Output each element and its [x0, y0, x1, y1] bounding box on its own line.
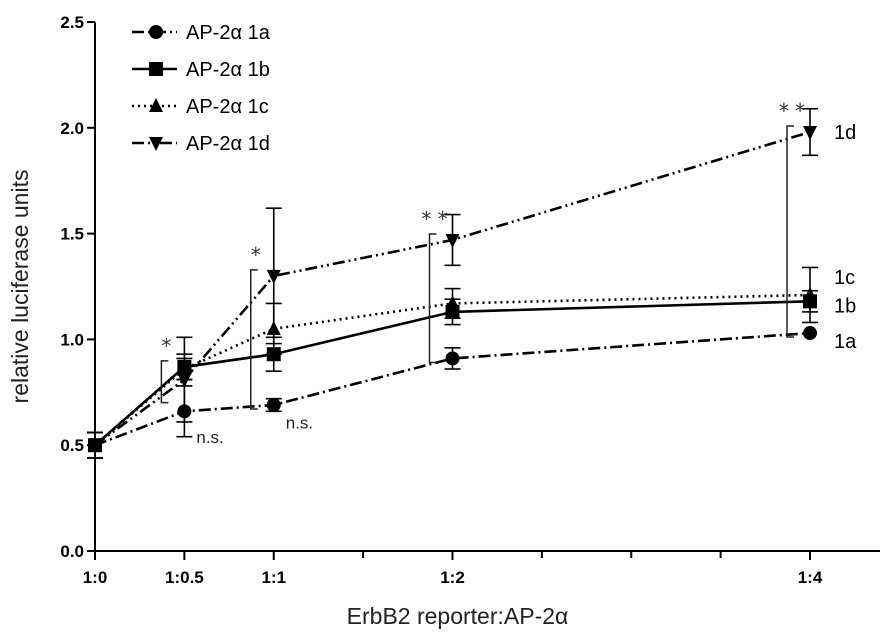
- marker-triangle-down: [445, 233, 460, 248]
- x-tick-label: 1:2: [440, 568, 465, 587]
- y-tick-label: 1.0: [60, 330, 84, 349]
- marker-triangle-down: [149, 137, 163, 151]
- series-end-label: 1d: [834, 122, 856, 144]
- legend-label: AP-2α 1a: [186, 22, 271, 44]
- ns-annotation: n.s.: [286, 413, 313, 432]
- legend-item-1b: AP-2α 1b: [132, 59, 270, 81]
- significance-label: *: [251, 243, 261, 267]
- marker-circle: [149, 25, 163, 39]
- x-tick-label: 1:0.5: [165, 568, 204, 587]
- x-tick-label: 1:4: [798, 568, 823, 587]
- y-tick-label: 0.0: [60, 542, 84, 561]
- significance-bracket: [160, 360, 169, 404]
- marker-triangle-down: [803, 126, 817, 141]
- marker-square: [149, 62, 163, 76]
- marker-triangle-down: [88, 439, 102, 454]
- marker-triangle-down: [266, 269, 281, 284]
- significance-bracket: [428, 233, 437, 364]
- series-end-label: 1b: [834, 295, 856, 317]
- axes: 0.0 0.5 1.0 1.5 2.0 2.5 1:0 1:0.5 1:1 1:2 1:4: [60, 13, 880, 587]
- legend: AP-2α 1a AP-2α 1b AP-2α 1c AP-2α 1d: [132, 22, 271, 155]
- x-axis-title: ErbB2 reporter:AP-2α: [347, 603, 569, 629]
- legend-item-1a: AP-2α 1a: [132, 22, 271, 44]
- significance-bracket: [250, 269, 258, 410]
- legend-label: AP-2α 1b: [186, 59, 270, 81]
- significance-label: * *: [779, 99, 805, 123]
- series-group: 1a 1b 1c 1d: [87, 107, 857, 459]
- legend-label: AP-2α 1c: [186, 96, 269, 118]
- legend-item-1d: AP-2α 1d: [132, 133, 270, 155]
- significance-label: *: [161, 334, 171, 358]
- marker-circle: [266, 397, 281, 412]
- series-1d: 1d: [87, 107, 856, 459]
- marker-triangle-up: [445, 295, 460, 310]
- series-end-label: 1a: [834, 331, 857, 353]
- x-tick-label: 1:1: [261, 568, 286, 587]
- y-tick-label: 0.5: [60, 436, 84, 455]
- y-axis-title: relative luciferase units: [7, 170, 33, 404]
- significance-group: * * * * * * n.s. n.s.: [160, 99, 805, 447]
- x-tick-label: 1:0: [83, 568, 108, 587]
- series-line: [94, 293, 811, 447]
- y-tick-label: 1.5: [60, 225, 84, 244]
- marker-circle: [445, 351, 460, 366]
- legend-item-1c: AP-2α 1c: [132, 96, 269, 118]
- marker-triangle-down: [177, 373, 192, 388]
- legend-label: AP-2α 1d: [186, 133, 270, 155]
- significance-label: * *: [421, 207, 447, 231]
- y-tick-label: 2.5: [60, 13, 84, 32]
- ns-annotation: n.s.: [196, 428, 223, 447]
- series-end-label: 1c: [834, 267, 855, 289]
- marker-triangle-up: [149, 98, 163, 112]
- y-tick-label: 2.0: [60, 119, 84, 138]
- marker-circle: [803, 326, 817, 341]
- significance-bracket: [786, 125, 794, 338]
- marker-triangle-up: [803, 286, 817, 301]
